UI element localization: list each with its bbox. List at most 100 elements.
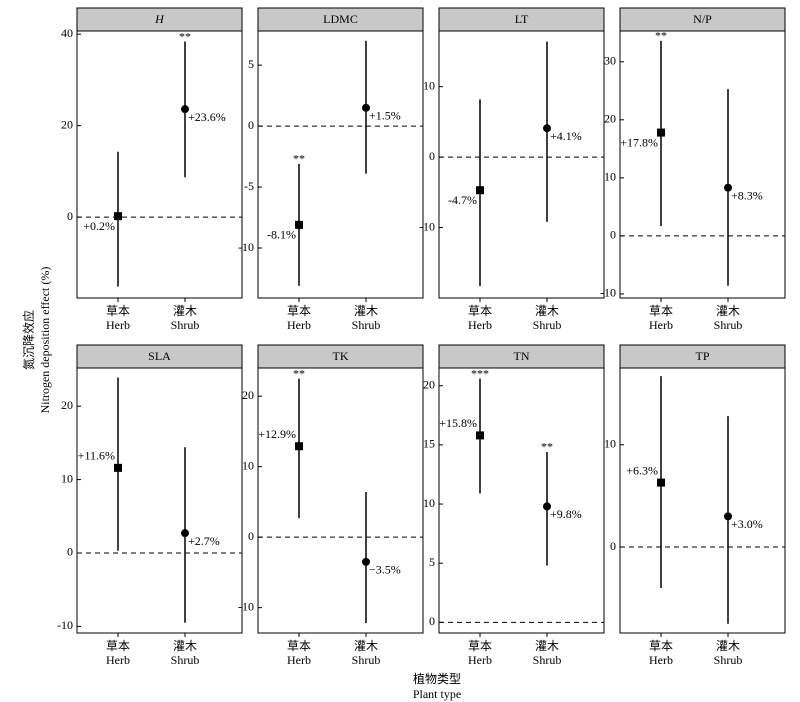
x-tick-label: 灌木	[173, 304, 197, 318]
x-tick-label: Herb	[468, 318, 492, 332]
x-tick-label: Herb	[649, 318, 673, 332]
point	[724, 512, 732, 521]
panel-title: TN	[514, 349, 530, 363]
y-tick-label: 15	[423, 437, 435, 451]
y-tick-label: 0	[248, 118, 254, 132]
y-tick-label: 10	[242, 458, 254, 472]
value-label: −3.5%	[369, 563, 401, 577]
point	[362, 103, 370, 112]
x-tick-label: Shrub	[533, 318, 562, 332]
x-tick-label: 灌木	[535, 304, 559, 318]
panel-frame	[438, 30, 605, 299]
x-axis-label-en: Plant type	[413, 687, 461, 701]
panel-title: LT	[515, 12, 529, 26]
x-tick-label: 草本	[106, 639, 130, 653]
significance: **	[655, 29, 667, 43]
panel-title: N/P	[693, 12, 712, 26]
x-tick-label: 草本	[649, 639, 673, 653]
x-tick-label: 草本	[468, 304, 492, 318]
point	[724, 183, 732, 192]
panel-frame	[257, 367, 424, 634]
x-tick-label: 草本	[106, 304, 130, 318]
x-tick-label: Herb	[649, 653, 673, 667]
x-tick-label: Shrub	[352, 653, 381, 667]
y-tick-label: 20	[242, 388, 254, 402]
value-label: +2.7%	[188, 534, 220, 548]
x-tick-label: 草本	[468, 639, 492, 653]
x-tick-label: Herb	[287, 653, 311, 667]
value-label: +6.3%	[626, 463, 658, 477]
value-label: +15.8%	[439, 416, 477, 430]
y-tick-label: -10	[57, 618, 73, 632]
x-tick-label: Shrub	[171, 318, 200, 332]
y-tick-label: 20	[604, 112, 616, 126]
point	[657, 478, 665, 487]
x-tick-label: 灌木	[716, 639, 740, 653]
y-tick-label: 0	[67, 545, 73, 559]
panel-frame	[619, 30, 786, 299]
y-tick-label: 0	[248, 529, 254, 543]
y-tick-label: 0	[610, 228, 616, 242]
y-tick-label: 0	[610, 539, 616, 553]
value-label: +12.9%	[258, 427, 296, 441]
x-tick-label: Shrub	[714, 318, 743, 332]
value-label: +4.1%	[550, 129, 582, 143]
y-tick-label: -10	[600, 286, 616, 300]
significance: ***	[471, 366, 489, 380]
point	[181, 105, 189, 114]
y-tick-label: 5	[429, 555, 435, 569]
value-label: +1.5%	[369, 109, 401, 123]
panel-title: TK	[333, 349, 349, 363]
point	[181, 529, 189, 538]
panel-title: SLA	[148, 349, 171, 363]
y-tick-label: 0	[67, 209, 73, 223]
value-label: -4.7%	[448, 193, 477, 207]
y-tick-label: 10	[604, 436, 616, 450]
significance: **	[179, 29, 191, 43]
point	[476, 431, 484, 440]
y-tick-label: -10	[238, 240, 254, 254]
y-tick-label: 40	[61, 26, 73, 40]
value-label: -8.1%	[267, 228, 296, 242]
point	[362, 557, 370, 566]
panel-frame	[438, 367, 605, 634]
y-tick-label: 10	[423, 78, 435, 92]
y-tick-label: -10	[238, 599, 254, 613]
x-tick-label: 灌木	[354, 304, 378, 318]
y-tick-label: 10	[604, 170, 616, 184]
x-tick-label: Shrub	[171, 653, 200, 667]
value-label: +17.8%	[620, 135, 658, 149]
panel-frame	[76, 30, 243, 299]
panel-title: LDMC	[323, 12, 358, 26]
value-label: +23.6%	[188, 110, 226, 124]
x-tick-label: Herb	[106, 653, 130, 667]
point	[114, 463, 122, 472]
x-tick-label: Herb	[468, 653, 492, 667]
point	[476, 186, 484, 195]
point	[543, 502, 551, 511]
x-tick-label: Herb	[287, 318, 311, 332]
x-tick-label: 草本	[287, 639, 311, 653]
point	[114, 212, 122, 221]
value-label: +8.3%	[731, 188, 763, 202]
value-label: +9.8%	[550, 507, 582, 521]
x-tick-label: 灌木	[716, 304, 740, 318]
y-tick-label: -5	[244, 179, 254, 193]
y-axis-label-cn: 氮沉降效应	[21, 310, 36, 370]
x-tick-label: Herb	[106, 318, 130, 332]
panel-title: TP	[695, 349, 709, 363]
point	[543, 124, 551, 133]
y-tick-label: 5	[248, 57, 254, 71]
point	[657, 128, 665, 137]
value-label: +11.6%	[78, 449, 115, 463]
panel-frame	[619, 367, 786, 634]
y-axis-label-en: Nitrogen deposition effect (%)	[38, 267, 52, 414]
x-tick-label: 草本	[649, 304, 673, 318]
significance: **	[293, 366, 305, 380]
significance: **	[293, 152, 305, 166]
x-tick-label: Shrub	[714, 653, 743, 667]
y-tick-label: 10	[61, 471, 73, 485]
significance: **	[541, 440, 553, 454]
x-tick-label: 灌木	[535, 639, 559, 653]
